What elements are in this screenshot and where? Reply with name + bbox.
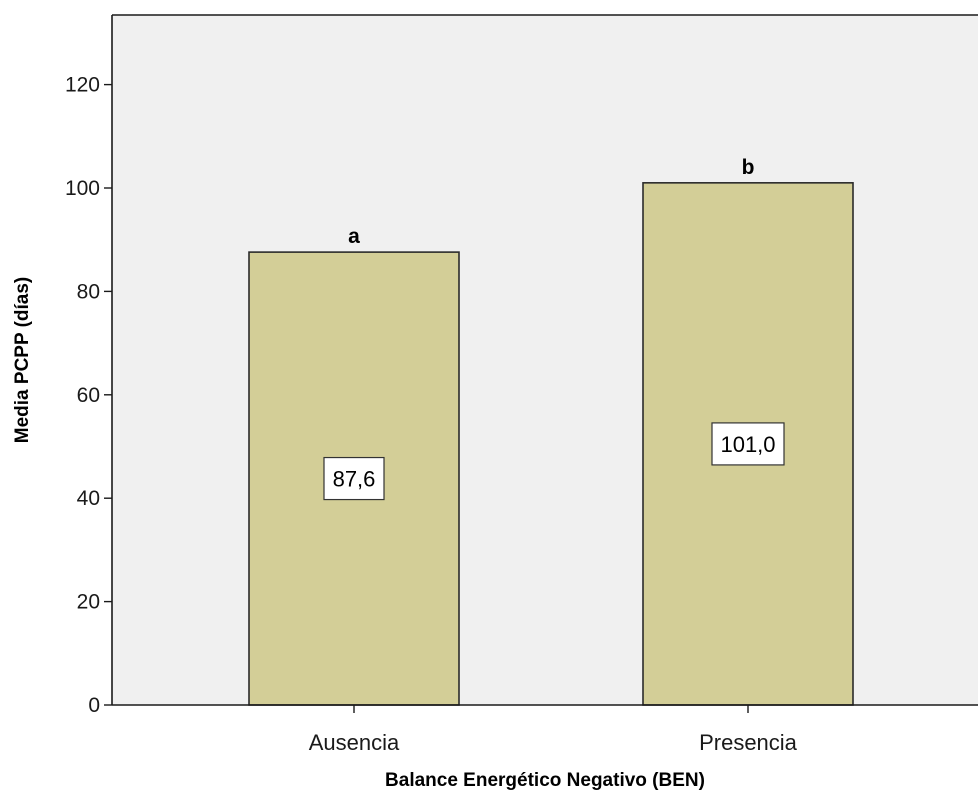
y-tick-label: 120 [65,74,100,97]
axis-layer: Ausencia Presencia 0 20 40 60 80 100 120 [65,14,978,755]
data-label: 87,6 [333,467,376,492]
x-tick-label: Presencia [699,730,798,755]
data-label-box [711,422,785,466]
y-tick-label: 100 [65,177,100,200]
significance-letter: b [742,156,755,179]
data-label: 101,0 [720,432,775,457]
significance-letter: a [348,225,360,248]
y-tick-label: 60 [77,384,100,407]
x-axis-title: Balance Energético Negativo (BEN) [385,770,705,791]
data-label-box [323,456,385,501]
y-axis-title: Media PCPP (días) [12,277,33,443]
y-tick-label: 0 [88,694,100,717]
x-tick-label: Ausencia [309,730,400,755]
y-tick-label: 40 [77,487,100,510]
y-tick-label: 20 [77,591,100,614]
y-tick-label: 80 [77,280,100,303]
bars-layer: a 87,6 b 101,0 [248,156,854,706]
